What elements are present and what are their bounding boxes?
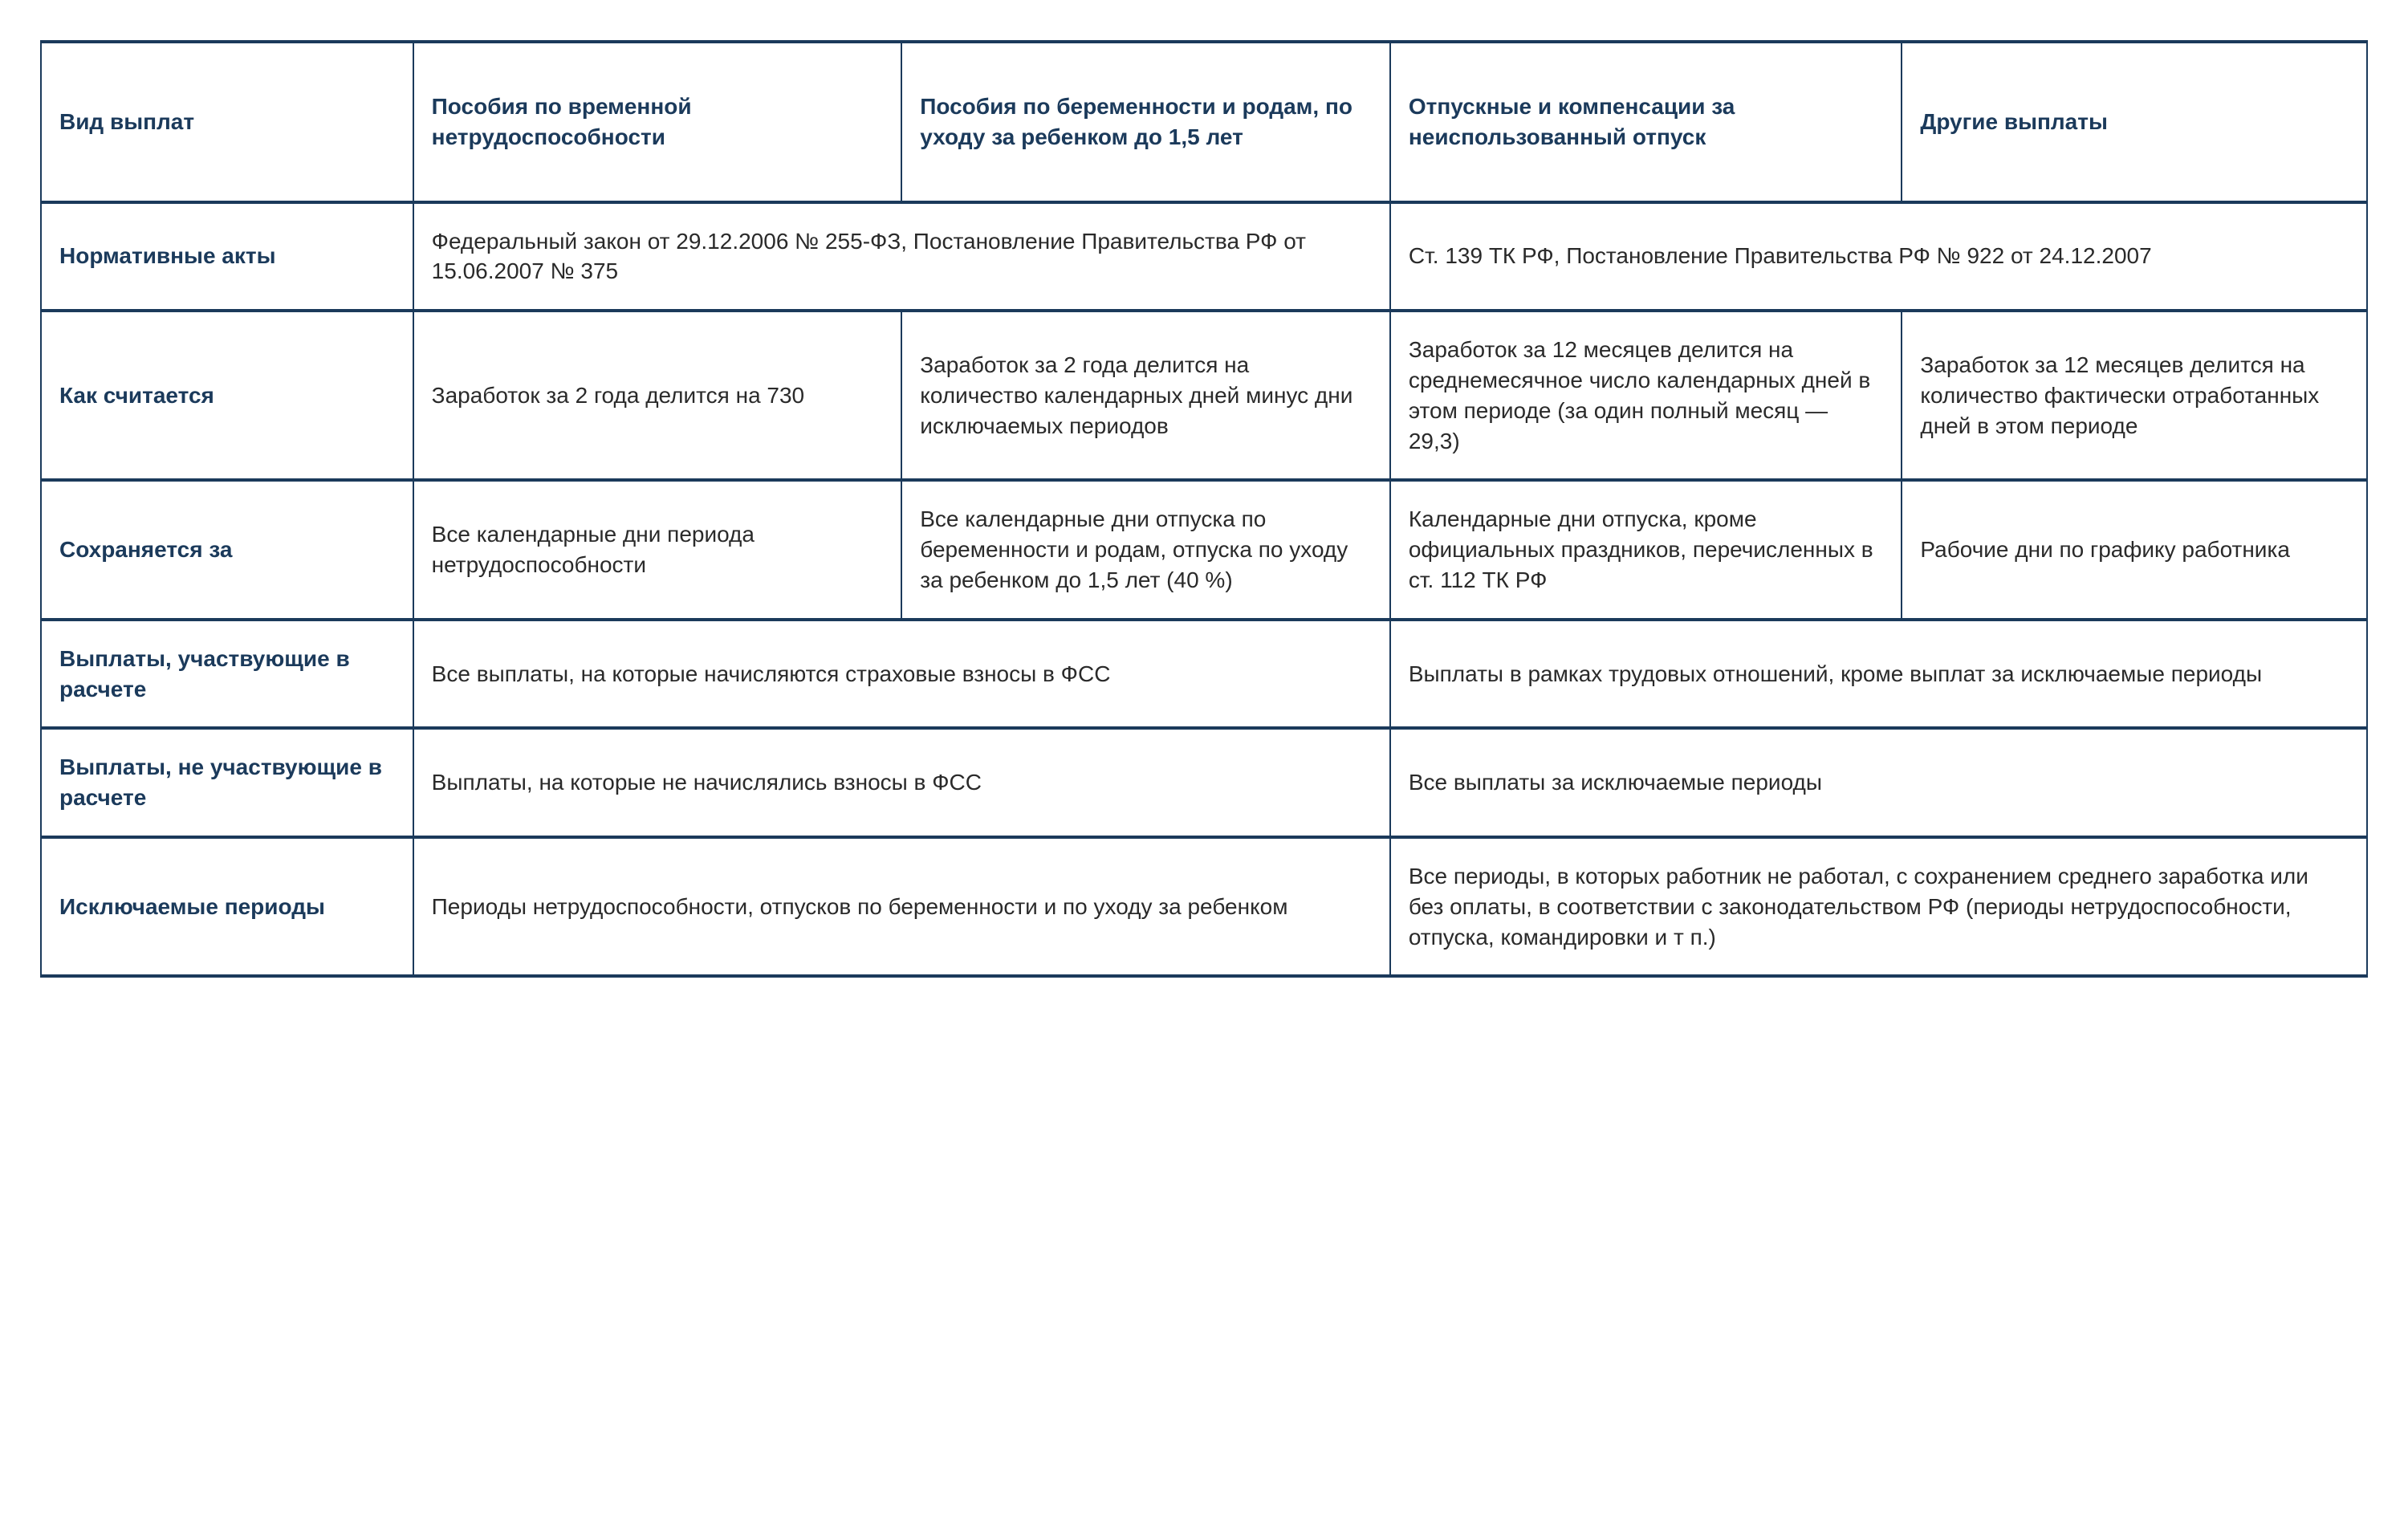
row-label: Выплаты, не участвующие в расчете (41, 728, 413, 837)
col-header-other: Другие выплаты (1902, 42, 2367, 202)
cell: Заработок за 12 месяцев делится на средн… (1390, 311, 1902, 480)
cell: Выплаты, на которые не начислялись взнос… (413, 728, 1390, 837)
col-header-vacation: Отпускные и компенсации за неиспользован… (1390, 42, 1902, 202)
cell: Все календарные дни отпуска по беременно… (901, 480, 1390, 619)
table-header-row: Вид выплат Пособия по временной нетрудос… (41, 42, 2367, 202)
cell: Рабочие дни по графику работника (1902, 480, 2367, 619)
col-header-type: Вид выплат (41, 42, 413, 202)
cell: Периоды нетрудоспособности, отпусков по … (413, 837, 1390, 976)
row-label: Исключаемые периоды (41, 837, 413, 976)
table-row: Нормативные акты Федеральный закон от 29… (41, 202, 2367, 311)
row-label: Как считается (41, 311, 413, 480)
cell: Все периоды, в которых работник не работ… (1390, 837, 2367, 976)
cell: Ст. 139 ТК РФ, Постановление Правительст… (1390, 202, 2367, 311)
col-header-disability: Пособия по временной нетрудоспособности (413, 42, 902, 202)
table-row: Сохраняется за Все календарные дни перио… (41, 480, 2367, 619)
cell: Все выплаты, на которые начисляются стра… (413, 620, 1390, 729)
cell: Выплаты в рамках трудовых отношений, кро… (1390, 620, 2367, 729)
cell: Заработок за 2 года делится на 730 (413, 311, 902, 480)
payments-table: Вид выплат Пособия по временной нетрудос… (40, 40, 2368, 978)
cell: Все выплаты за исключаемые периоды (1390, 728, 2367, 837)
table-row: Исключаемые периоды Периоды нетрудоспосо… (41, 837, 2367, 976)
cell: Заработок за 12 месяцев делится на колич… (1902, 311, 2367, 480)
row-label: Сохраняется за (41, 480, 413, 619)
cell: Все календарные дни периода нетрудоспосо… (413, 480, 902, 619)
cell: Федеральный закон от 29.12.2006 № 255-ФЗ… (413, 202, 1390, 311)
row-label: Нормативные акты (41, 202, 413, 311)
cell: Календарные дни отпуска, кроме официальн… (1390, 480, 1902, 619)
table-row: Выплаты, не участвующие в расчете Выплат… (41, 728, 2367, 837)
col-header-maternity: Пособия по беременности и родам, по уход… (901, 42, 1390, 202)
row-label: Выплаты, участвующие в расчете (41, 620, 413, 729)
cell: Заработок за 2 года делится на количеств… (901, 311, 1390, 480)
table-row: Выплаты, участвующие в расчете Все выпла… (41, 620, 2367, 729)
table-row: Как считается Заработок за 2 года делитс… (41, 311, 2367, 480)
